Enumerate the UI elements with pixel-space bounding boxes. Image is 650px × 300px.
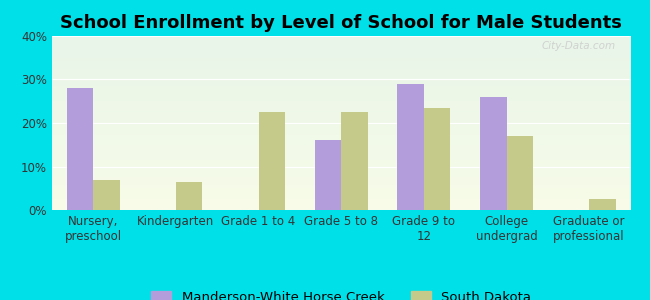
Title: School Enrollment by Level of School for Male Students: School Enrollment by Level of School for…	[60, 14, 622, 32]
Bar	[315, 140, 341, 210]
Text: City-Data.com: City-Data.com	[542, 41, 616, 51]
Bar	[259, 112, 285, 210]
Bar	[589, 199, 616, 210]
Bar	[506, 136, 533, 210]
Bar	[341, 112, 368, 210]
Bar	[397, 84, 424, 210]
Legend: Manderson-White Horse Creek, South Dakota: Manderson-White Horse Creek, South Dakot…	[151, 291, 531, 300]
Bar	[480, 97, 506, 210]
Bar	[67, 88, 94, 210]
Bar	[176, 182, 202, 210]
Bar	[424, 108, 450, 210]
Bar	[94, 179, 120, 210]
